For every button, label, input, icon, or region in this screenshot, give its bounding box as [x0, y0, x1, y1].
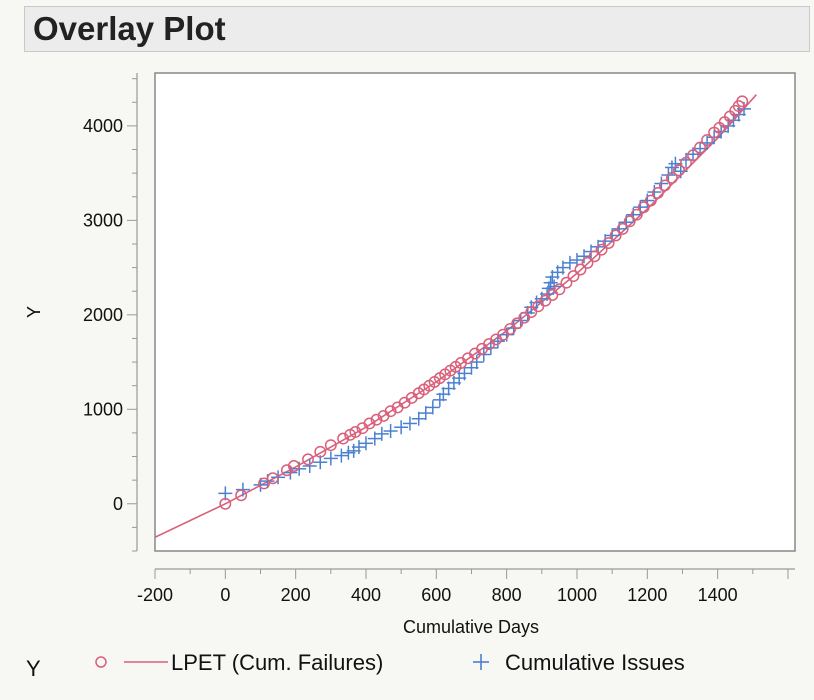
failure-point: [539, 294, 552, 307]
plot-frame: [154, 72, 796, 552]
issue-point: [383, 424, 398, 439]
failure-point: [736, 95, 749, 108]
x-axis: -200 0 200 400 600 800 1000 1200 1400: [137, 568, 795, 605]
failure-point: [266, 472, 279, 485]
failure-point: [665, 171, 678, 184]
failure-point: [595, 243, 608, 256]
y-tick-label: 0: [113, 494, 123, 514]
failure-point: [258, 477, 270, 490]
issue-point: [334, 448, 349, 463]
issue-point: [374, 426, 389, 441]
failure-point: [337, 432, 350, 445]
failure-point: [687, 149, 699, 162]
issue-point: [394, 420, 409, 435]
issue-point: [668, 156, 683, 171]
x-tick-label: 1400: [698, 585, 738, 605]
legend: Y LPET (Cum. Failures) Cumulative Issues: [26, 650, 685, 681]
failure-point: [623, 215, 636, 228]
failure-point: [658, 179, 671, 192]
failure-point: [560, 276, 573, 289]
y-tick-label: 2000: [83, 305, 123, 325]
failure-point: [363, 417, 376, 430]
legend-group-label: Y: [26, 656, 41, 681]
x-tick-label: 200: [281, 585, 311, 605]
plot-area: [155, 94, 757, 539]
failure-point: [497, 328, 510, 341]
failure-point: [511, 317, 524, 330]
y-tick-label: 4000: [83, 116, 123, 136]
failure-point: [630, 208, 643, 221]
y-tick-label: 3000: [83, 210, 123, 230]
issue-point: [402, 416, 417, 431]
issue-point: [555, 260, 570, 275]
issue-point: [351, 440, 366, 455]
failure-point: [384, 405, 397, 418]
failure-point: [651, 187, 664, 199]
failure-point: [616, 222, 629, 235]
issue-point: [457, 366, 472, 381]
failure-point: [235, 489, 248, 502]
failure-point: [349, 426, 362, 438]
x-tick-label: 0: [220, 585, 230, 605]
failure-point: [219, 497, 232, 510]
failure-point: [370, 413, 383, 426]
issue-point: [323, 451, 338, 466]
issue-point: [411, 411, 426, 426]
data-layer: [155, 94, 757, 539]
legend-issues-label: Cumulative Issues: [505, 650, 685, 675]
failure-point: [680, 156, 692, 169]
x-tick-label: 1200: [627, 585, 667, 605]
x-tick-label: 600: [421, 585, 451, 605]
failure-point: [314, 445, 327, 458]
x-tick-label: 800: [492, 585, 522, 605]
x-tick-label: 400: [351, 585, 381, 605]
legend-failures-circle-icon: [95, 656, 107, 668]
x-tick-label: -200: [137, 585, 173, 605]
failure-point: [525, 306, 538, 318]
failure-point: [602, 237, 615, 249]
failure-point: [574, 263, 587, 276]
failure-point: [694, 141, 707, 154]
issue-point: [425, 400, 440, 415]
failure-point: [532, 300, 545, 313]
failure-point: [302, 453, 314, 466]
y-axis-label: Y: [24, 306, 44, 318]
failure-point: [609, 229, 622, 242]
failure-point: [673, 164, 685, 177]
failure-point: [324, 439, 337, 452]
issue-point: [367, 431, 382, 446]
y-axis: 0 1000 2000 3000 4000: [83, 73, 138, 552]
failure-point: [644, 194, 657, 207]
failure-point: [581, 256, 594, 269]
failure-point: [637, 201, 650, 214]
title-bar: Overlay Plot: [24, 6, 810, 52]
page-title: Overlay Plot: [33, 10, 226, 47]
legend-issues-plus-icon: [473, 654, 489, 670]
failure-point: [588, 250, 601, 263]
failure-point: [546, 289, 559, 301]
x-axis-label: Cumulative Days: [403, 617, 539, 637]
failure-point: [287, 460, 300, 472]
failure-point: [701, 134, 714, 147]
failure-point: [518, 311, 531, 324]
failure-point: [553, 283, 566, 296]
issue-point: [432, 392, 447, 407]
issue-point: [283, 465, 298, 480]
x-tick-label: 1000: [557, 585, 597, 605]
issue-point: [543, 275, 558, 290]
issue-point: [302, 458, 317, 473]
legend-failures-label: LPET (Cum. Failures): [171, 650, 383, 675]
issue-point: [358, 436, 373, 451]
failure-point: [504, 323, 517, 335]
failure-point: [567, 270, 580, 283]
issue-point: [562, 255, 577, 270]
issue-point: [418, 406, 433, 421]
y-tick-label: 1000: [83, 399, 123, 419]
